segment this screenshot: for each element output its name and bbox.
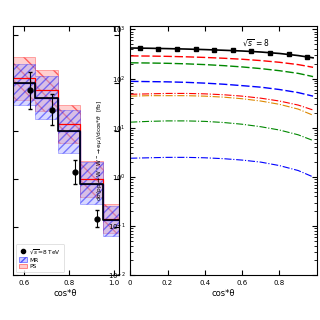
X-axis label: cos*θ: cos*θ [212, 289, 235, 298]
Text: $\sqrt{s}$ = 8: $\sqrt{s}$ = 8 [242, 37, 270, 48]
Y-axis label: d$\sigma$(pp$\rightarrow$W$^+$W$^-$$\rightarrow$e$\mu$)/dcos*$\theta$  [fb]: d$\sigma$(pp$\rightarrow$W$^+$W$^-$$\rig… [95, 100, 105, 201]
X-axis label: cos*θ: cos*θ [54, 289, 77, 298]
Legend: $\sqrt{s}$=8 TeV, MR, PS: $\sqrt{s}$=8 TeV, MR, PS [16, 244, 64, 272]
